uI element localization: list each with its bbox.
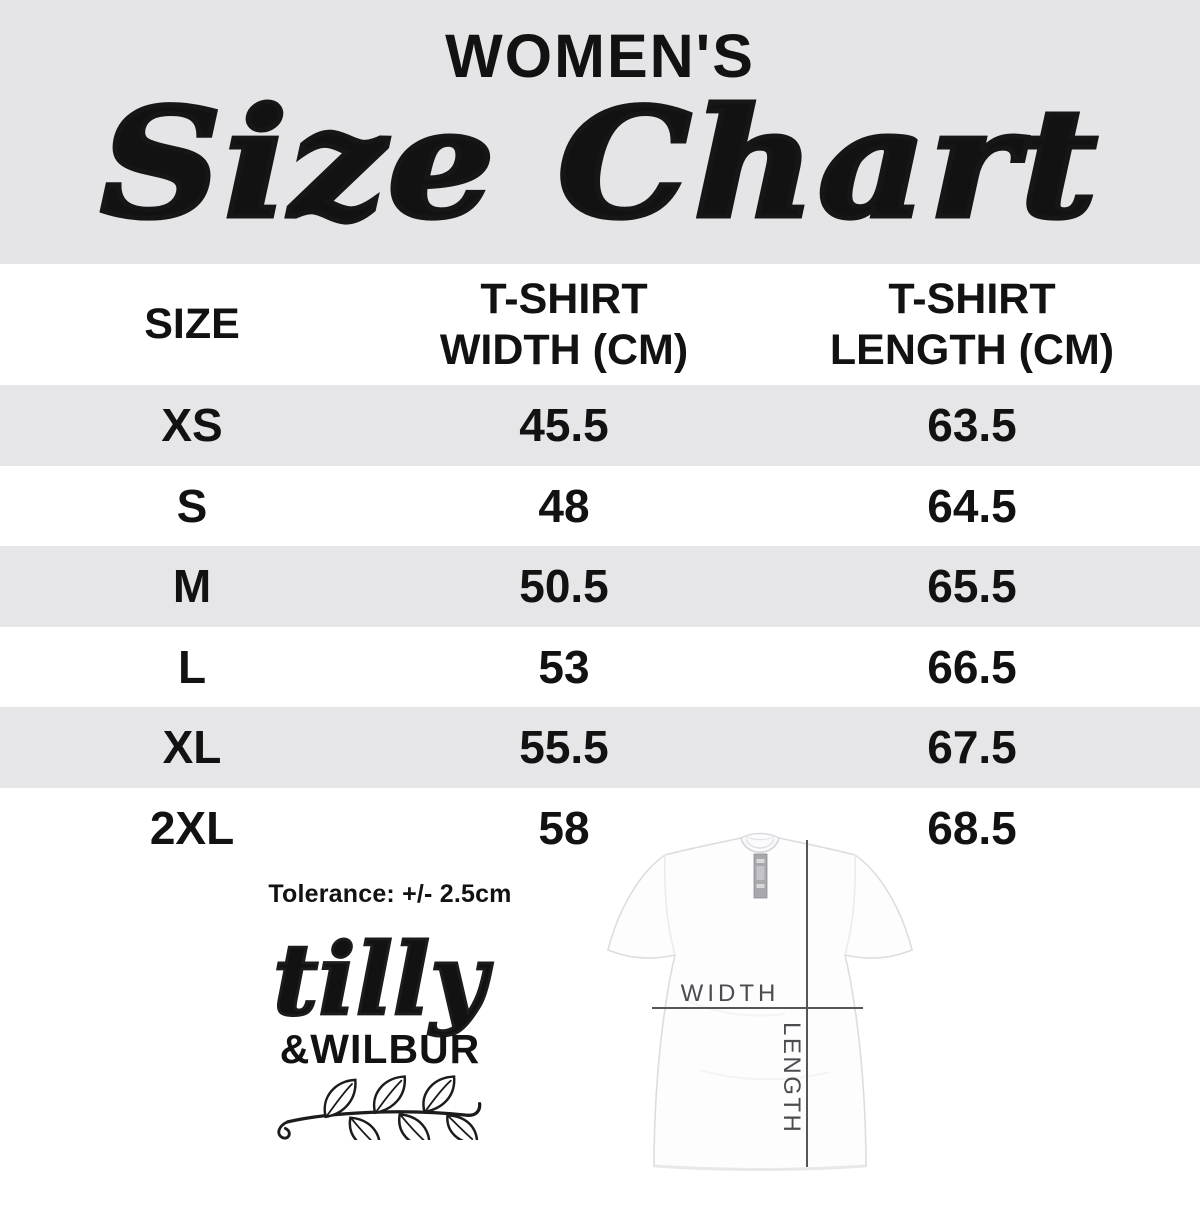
table-header-row: SIZE T-SHIRT WIDTH (CM) T-SHIRT LENGTH (… (0, 264, 1200, 385)
table-row: S 48 64.5 (0, 466, 1200, 547)
cell-width: 48 (538, 479, 590, 532)
cell-width: 45.5 (519, 399, 609, 452)
width-measure-label: WIDTH (681, 980, 780, 1007)
laurel-branch-icon (277, 1075, 482, 1151)
cell-length: 65.5 (927, 560, 1017, 613)
table-row: 2XL 58 68.5 (0, 788, 1200, 869)
header-length-line2: LENGTH (CM) (829, 325, 1115, 374)
header-width-line1: T-SHIRT (480, 274, 648, 323)
cell-width: 55.5 (519, 721, 609, 774)
title-kicker: WOMEN'S (445, 22, 755, 90)
neck-label (753, 853, 768, 899)
cell-width: 58 (538, 801, 590, 854)
header-cell-length: T-SHIRT LENGTH (CM) (744, 274, 1200, 375)
cell-width: 53 (538, 640, 590, 693)
logo-script-text: tilly (272, 923, 489, 1038)
cell-length: 66.5 (927, 640, 1017, 693)
logo-caps-text: &WILBUR (279, 1025, 481, 1072)
cell-length: 63.5 (927, 399, 1017, 452)
tolerance-note: Tolerance: +/- 2.5cm (268, 880, 512, 908)
cell-length: 64.5 (927, 479, 1017, 532)
table-row: XL 55.5 67.5 (0, 707, 1200, 788)
cell-size: XL (162, 721, 222, 774)
cell-width: 50.5 (519, 560, 609, 613)
tshirt-diagram: WIDTH LENGTH (580, 810, 1000, 1200)
header-length-line1: T-SHIRT (888, 274, 1056, 323)
header-cell-size: SIZE (144, 300, 240, 349)
header-cell-width: T-SHIRT WIDTH (CM) (384, 274, 744, 375)
table-row: XS 45.5 63.5 (0, 385, 1200, 466)
cell-size: S (176, 479, 208, 532)
table-row: L 53 66.5 (0, 627, 1200, 708)
cell-size: L (177, 640, 207, 693)
length-measure-label: LENGTH (778, 1022, 805, 1134)
collar (740, 837, 780, 853)
brand-logo: tilly &WILBUR (240, 923, 520, 1151)
size-table: SIZE T-SHIRT WIDTH (CM) T-SHIRT LENGTH (… (0, 264, 1200, 868)
tshirt-illustration (607, 832, 913, 1171)
title-script: Size Chart (98, 76, 1101, 252)
cell-size: 2XL (149, 801, 235, 854)
cell-size: XS (161, 399, 223, 452)
cell-length: 67.5 (927, 721, 1017, 774)
table-row: M 50.5 65.5 (0, 546, 1200, 627)
cell-size: M (172, 560, 212, 613)
title-band: WOMEN'S Size Chart (0, 0, 1200, 264)
header-width-line2: WIDTH (CM) (439, 325, 689, 374)
cell-length: 68.5 (927, 801, 1017, 854)
